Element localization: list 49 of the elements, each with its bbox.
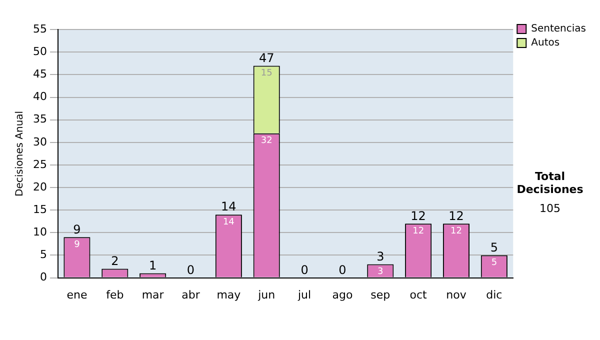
data-label: 15 <box>260 68 272 79</box>
x-tick-label: sep <box>370 288 390 302</box>
data-label: 32 <box>260 136 272 146</box>
y-tick-label: 45 <box>32 68 47 81</box>
data-label: 9 <box>74 240 80 250</box>
x-tick-label: ene <box>66 288 88 302</box>
y-tick-label: 10 <box>32 226 47 239</box>
y-tick-label: 15 <box>32 202 47 216</box>
total-label: 1 <box>149 258 157 272</box>
total-label: 3 <box>376 249 384 264</box>
total-label: 9 <box>73 222 81 236</box>
total-label: 0 <box>300 262 308 277</box>
total-label: 12 <box>410 208 426 223</box>
x-tick-label: jul <box>296 288 312 302</box>
total-label: 5 <box>490 240 498 254</box>
y-tick-label: 55 <box>32 22 47 36</box>
y-tick-label: 50 <box>32 45 47 58</box>
x-tick-label: jun <box>257 288 276 302</box>
legend-label: Autos <box>531 38 560 49</box>
total-label: 0 <box>186 262 195 277</box>
total-label: 14 <box>221 200 236 214</box>
data-label: 14 <box>222 217 235 228</box>
x-tick-label: feb <box>106 288 124 302</box>
data-label: 12 <box>412 226 424 236</box>
y-tick-label: 0 <box>40 270 47 284</box>
x-tick-label: nov <box>446 288 467 302</box>
x-tick-label: may <box>216 288 242 302</box>
text: 105 <box>538 202 562 215</box>
text: Total Decisiones <box>516 170 584 196</box>
y-tick-label: 35 <box>32 112 47 126</box>
total-label: 2 <box>111 254 119 268</box>
x-tick-label: dic <box>486 288 502 302</box>
y-tick-label: 5 <box>40 248 47 262</box>
total-label: 47 <box>258 50 274 65</box>
y-axis-title: Decisiones Anual <box>14 110 26 196</box>
x-tick-label: abr <box>182 288 200 302</box>
y-tick-label: 25 <box>32 158 47 171</box>
y-tick-label: 40 <box>32 90 47 104</box>
x-tick-label: ago <box>332 288 353 302</box>
x-tick-label: mar <box>142 288 164 302</box>
total-label: 12 <box>448 208 464 223</box>
y-tick-label: 20 <box>32 180 47 194</box>
y-tick-label: 30 <box>32 135 47 148</box>
data-label: 3 <box>378 267 384 278</box>
data-label: 12 <box>450 226 462 236</box>
total-label: 0 <box>338 262 346 277</box>
legend-label: Sentencias <box>531 24 586 35</box>
x-tick-label: oct <box>410 288 428 302</box>
data-label: 5 <box>491 258 498 268</box>
